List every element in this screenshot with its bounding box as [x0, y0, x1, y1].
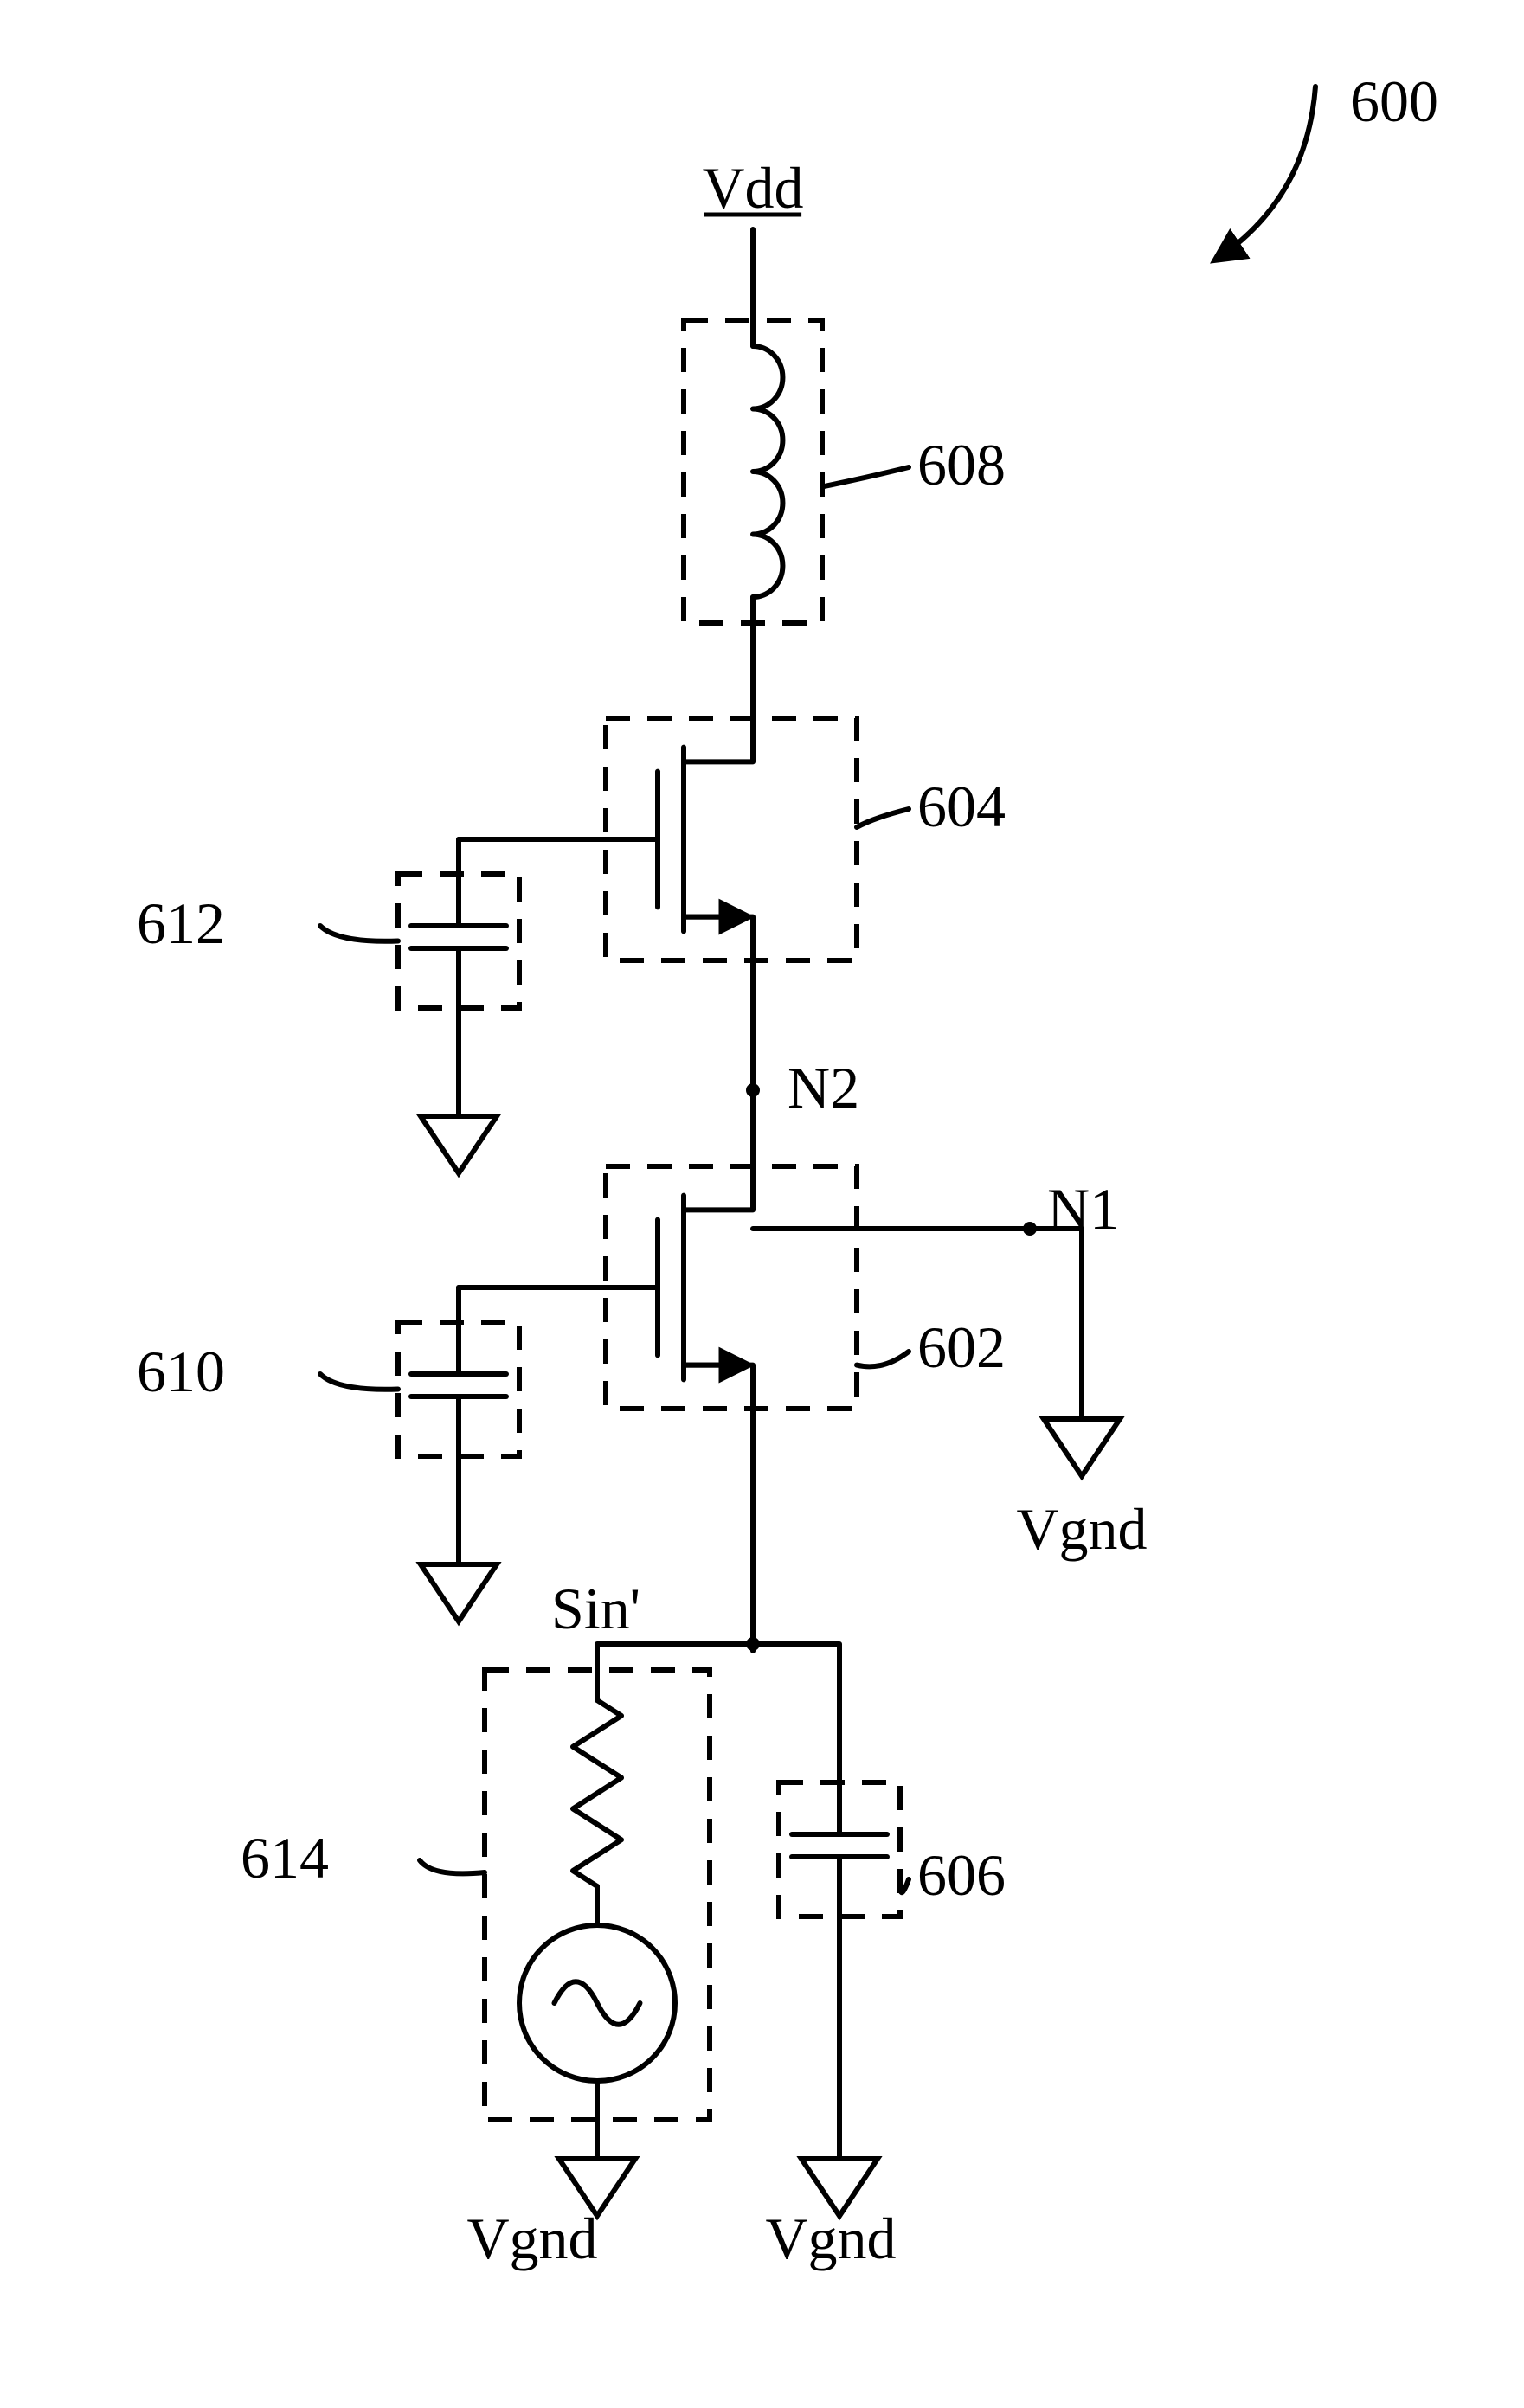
label-n2: N2 — [788, 1055, 859, 1121]
label-m604_ref: 604 — [917, 774, 1006, 839]
label-c610_ref: 610 — [137, 1339, 225, 1404]
label-c606_ref: 606 — [917, 1842, 1006, 1908]
label-inductor_ref: 608 — [917, 432, 1006, 498]
label-vgnd_src: Vgnd — [466, 2206, 597, 2271]
label-m602_ref: 602 — [917, 1314, 1006, 1380]
label-vgnd_c606: Vgnd — [765, 2206, 896, 2271]
label-sin: Sin' — [551, 1576, 640, 1641]
label-figure_ref: 600 — [1350, 68, 1438, 134]
label-vgnd_right: Vgnd — [1016, 1496, 1147, 1562]
label-c612_ref: 612 — [137, 890, 225, 956]
label-src_ref: 614 — [241, 1825, 329, 1891]
label-vdd: Vdd — [702, 155, 803, 221]
